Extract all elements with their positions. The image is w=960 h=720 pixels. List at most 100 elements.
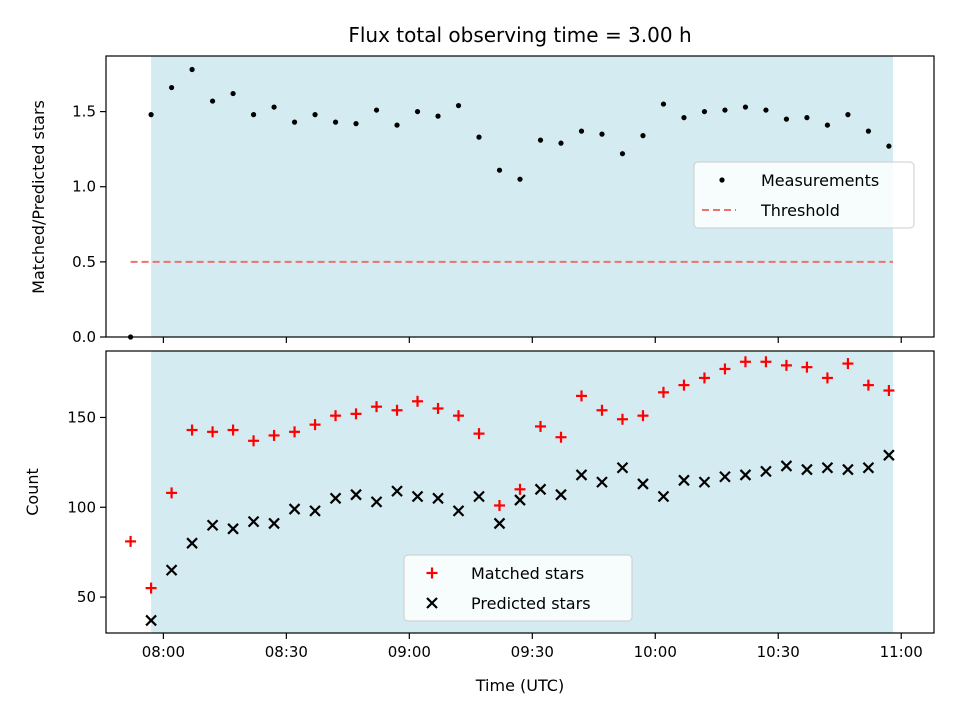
legend: Matched stars Predicted stars [403, 554, 633, 622]
data-point [145, 614, 157, 627]
data-point [742, 104, 749, 110]
data-point [763, 107, 769, 113]
data-point [537, 137, 544, 143]
series-matched-stars [125, 356, 895, 594]
legend-box [403, 554, 633, 622]
data-point [862, 379, 874, 391]
x-b [247, 515, 260, 528]
data-point [145, 582, 157, 594]
data-point [722, 107, 728, 113]
data-point [271, 104, 277, 110]
data-point [453, 410, 465, 422]
x-b [329, 492, 342, 505]
data-point [250, 112, 257, 118]
data-point [473, 490, 485, 503]
data-point [125, 535, 137, 547]
x-b [555, 488, 567, 501]
y-tick-label: 100 [67, 498, 96, 516]
data-point [698, 476, 711, 488]
data-point [575, 390, 587, 402]
data-point [804, 115, 810, 121]
data-point [391, 404, 403, 416]
x-b [288, 503, 301, 515]
data-point [496, 167, 503, 173]
data-point [637, 410, 649, 422]
data-point [558, 140, 564, 146]
x-b [862, 461, 875, 474]
x-b [596, 476, 608, 488]
data-point [862, 461, 875, 474]
x-b [165, 564, 178, 576]
data-point [616, 461, 629, 474]
x-tick-label: 11:00 [880, 643, 923, 661]
data-point [616, 413, 628, 425]
x-b [801, 463, 813, 476]
x-tick-label: 10:30 [757, 643, 800, 661]
data-point [168, 84, 175, 91]
data-point [719, 470, 731, 483]
axes-frame [105, 55, 935, 338]
data-point [783, 116, 790, 122]
data-point [681, 115, 687, 121]
data-point [493, 517, 506, 530]
x-b [678, 474, 690, 487]
data-point [455, 102, 462, 109]
y-tick-label: 50 [77, 588, 96, 606]
x-b [370, 496, 383, 508]
legend-swatch [719, 177, 725, 183]
data-point [657, 386, 669, 398]
series-measurements [127, 66, 892, 340]
data-point [801, 463, 813, 476]
y-tick-label: 150 [67, 408, 96, 426]
data-point [350, 488, 362, 501]
data-point [414, 108, 421, 115]
data-point [845, 112, 851, 118]
data-point [739, 356, 751, 368]
data-point [824, 122, 831, 128]
x-b [760, 465, 772, 478]
bottom-panel: 50 100 150 08:00 08:30 09:00 09:30 10:00 10:30 11… [67, 350, 935, 661]
data-point [619, 151, 626, 157]
data-point [350, 408, 362, 420]
data-point [268, 429, 280, 441]
data-point [534, 420, 546, 432]
data-point [206, 519, 219, 532]
axes-frame [105, 350, 935, 634]
data-point [248, 435, 260, 447]
data-point [596, 476, 608, 488]
data-point [555, 431, 567, 443]
x-b [411, 490, 424, 503]
data-point [329, 492, 342, 505]
data-point [373, 107, 380, 113]
data-point [780, 460, 793, 472]
data-point [411, 490, 424, 503]
data-point [760, 465, 772, 478]
y-tick-label: 1.5 [72, 103, 96, 121]
x-b [309, 505, 321, 517]
data-point [719, 363, 731, 375]
x-b [698, 476, 711, 488]
data-point [883, 449, 895, 461]
data-point [842, 463, 854, 476]
data-point [739, 469, 752, 481]
data-point [394, 122, 400, 128]
data-point [291, 119, 298, 125]
data-point [353, 121, 359, 127]
legend-label: Matched stars [471, 564, 584, 583]
top-panel: 0.0 0.5 1.0 1.5 Measurements Threshold [72, 55, 935, 346]
x-b [821, 461, 834, 474]
x-b [739, 469, 752, 481]
top-y-axis-label: Matched/Predicted stars [29, 100, 48, 294]
data-point [473, 428, 485, 440]
data-point [678, 474, 690, 487]
data-point [227, 424, 239, 436]
data-point [701, 108, 708, 115]
data-point [517, 176, 523, 182]
data-point [886, 143, 892, 149]
data-point [494, 499, 506, 511]
bottom-y-axis-label: Count [23, 468, 42, 516]
x-b [575, 469, 588, 481]
data-point [698, 372, 710, 384]
data-point [166, 487, 178, 499]
data-point [657, 490, 670, 503]
